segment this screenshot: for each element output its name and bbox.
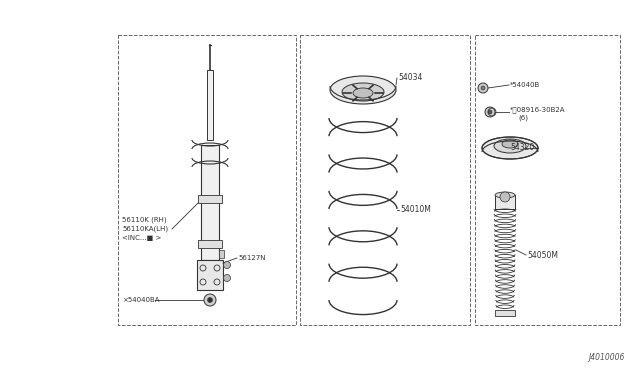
Bar	[201, 145, 219, 260]
Circle shape	[485, 107, 495, 117]
Text: (6): (6)	[518, 115, 528, 121]
Bar	[197, 260, 223, 290]
Ellipse shape	[494, 139, 526, 153]
Bar	[198, 195, 222, 203]
Text: 56110K (RH): 56110K (RH)	[122, 217, 166, 223]
Circle shape	[207, 298, 212, 302]
Ellipse shape	[502, 140, 518, 148]
Circle shape	[204, 294, 216, 306]
Text: 56110KA(LH): 56110KA(LH)	[122, 226, 168, 232]
Text: 54010M: 54010M	[400, 205, 431, 215]
Text: *54040B: *54040B	[510, 82, 540, 88]
Circle shape	[223, 275, 230, 282]
Bar	[219, 250, 224, 258]
Text: 54050M: 54050M	[527, 250, 558, 260]
Circle shape	[478, 83, 488, 93]
Bar	[300, 35, 470, 325]
Text: 54320: 54320	[510, 144, 534, 153]
Text: <INC...■ >: <INC...■ >	[122, 235, 161, 241]
Circle shape	[500, 192, 510, 202]
Ellipse shape	[330, 76, 396, 104]
Text: 56127N: 56127N	[238, 255, 266, 261]
Bar	[198, 240, 222, 248]
Circle shape	[223, 262, 230, 269]
Ellipse shape	[342, 83, 384, 101]
Circle shape	[488, 110, 492, 114]
Text: 54034: 54034	[398, 74, 422, 83]
Bar	[495, 195, 515, 209]
Circle shape	[481, 86, 485, 90]
Bar	[118, 35, 296, 325]
Ellipse shape	[353, 88, 373, 98]
Bar	[207, 70, 213, 140]
Text: *ⓝ08916-30B2A: *ⓝ08916-30B2A	[510, 107, 566, 113]
Bar	[495, 310, 515, 316]
Text: ×54040BA: ×54040BA	[122, 297, 159, 303]
Bar	[475, 35, 620, 325]
Text: J4010006: J4010006	[589, 353, 625, 362]
Ellipse shape	[482, 137, 538, 159]
Ellipse shape	[495, 192, 515, 198]
